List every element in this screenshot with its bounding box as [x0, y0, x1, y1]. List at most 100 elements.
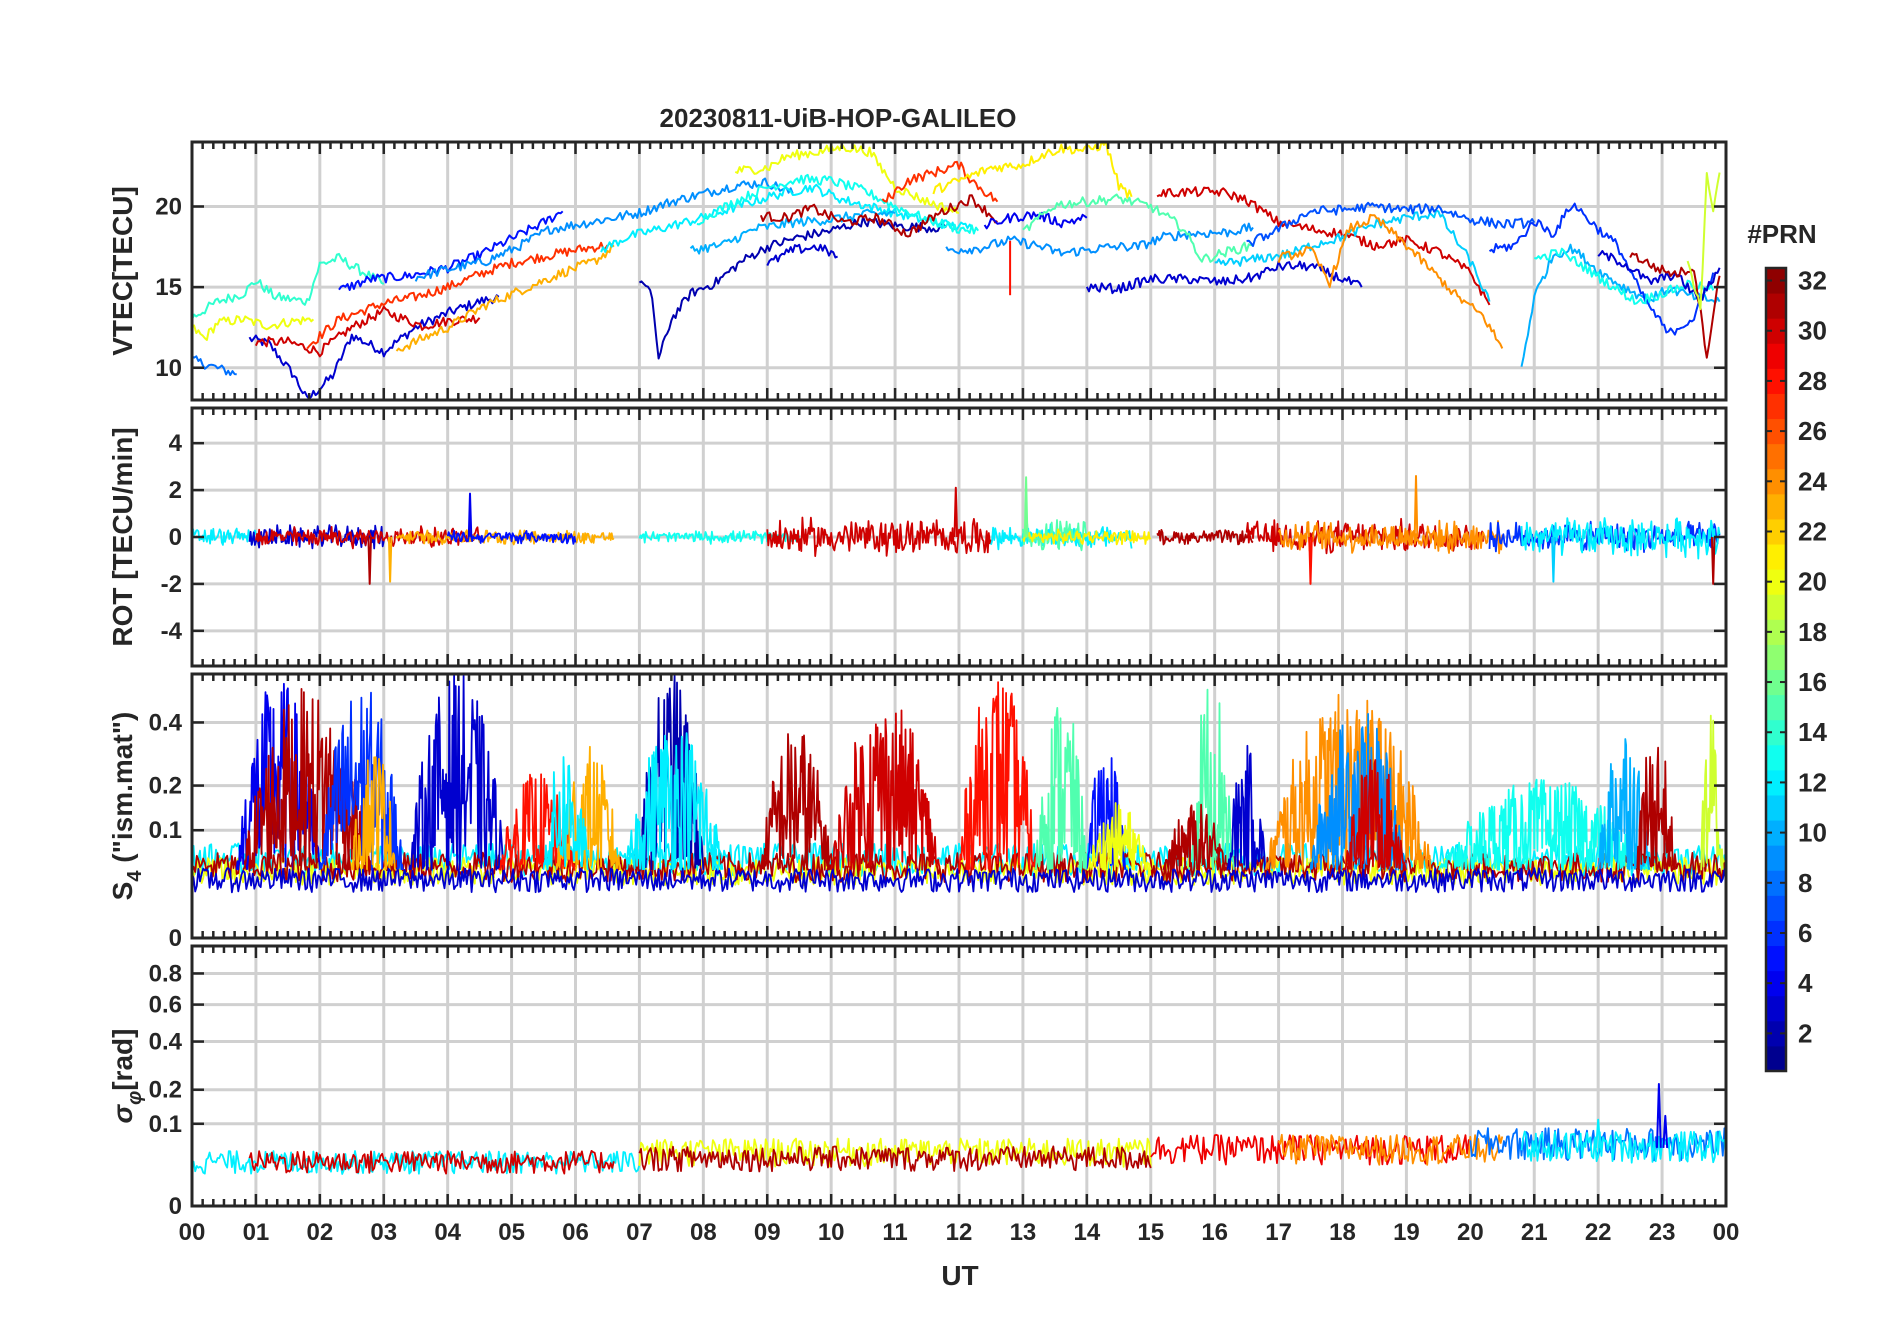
colorbar-swatch — [1766, 1045, 1786, 1072]
panel-rot: -4 -2 0 2 4 ROT [TECU/min] — [107, 406, 1728, 668]
colorbar-swatch — [1766, 895, 1786, 921]
vtec-series-line — [1686, 172, 1721, 311]
vtec-series-line — [1085, 260, 1363, 295]
vtec-series-line — [638, 215, 947, 360]
vtec-series-line — [759, 194, 998, 238]
y-tick-label: 0.4 — [149, 709, 183, 736]
sigma-spike — [1656, 1083, 1662, 1148]
y-label-rest: [rad] — [107, 1029, 138, 1091]
x-tick-label: 18 — [1329, 1219, 1356, 1246]
s4-burst-line — [830, 709, 941, 871]
y-tick-label: 15 — [155, 274, 182, 301]
vtec-series-line — [306, 241, 609, 350]
y-tick-label: 0.2 — [149, 1077, 182, 1104]
y-tick-label: 0.1 — [149, 817, 182, 844]
colorbar-swatch — [1766, 820, 1786, 846]
x-tick-label: 14 — [1073, 1219, 1100, 1246]
x-tick-label: 09 — [754, 1219, 781, 1246]
x-ticks-sigma — [190, 946, 1728, 1206]
colorbar-tick-label: 26 — [1798, 416, 1827, 446]
x-ticks-rot — [190, 408, 1728, 666]
x-tick-label: 05 — [498, 1219, 525, 1246]
colorbar-swatch — [1766, 769, 1786, 796]
series-s4 — [192, 674, 1726, 894]
x-tick-label: 20 — [1457, 1219, 1484, 1246]
s4-burst-line — [1162, 803, 1228, 871]
x-tick-label: 08 — [690, 1219, 717, 1246]
y-tick-label: -2 — [161, 571, 182, 598]
colorbar-swatch — [1766, 318, 1786, 344]
s4-burst-line — [760, 733, 833, 871]
x-tick-label: 11 — [882, 1219, 907, 1246]
colorbar-swatch — [1766, 343, 1786, 369]
y-tick-label: 20 — [155, 194, 182, 221]
s4-burst-line — [1086, 802, 1152, 871]
x-tick-label: 13 — [1010, 1219, 1037, 1246]
sigma-series-line — [248, 1150, 615, 1175]
colorbar-swatch — [1766, 744, 1786, 771]
rot-spike — [1710, 536, 1716, 585]
vtec-series-line — [192, 355, 237, 376]
y-tick-label: -4 — [161, 618, 183, 645]
s4-burst-line — [350, 756, 397, 871]
y-label-rest: ("ism.mat") — [107, 712, 138, 871]
colorbar-swatch — [1766, 518, 1786, 545]
colorbar-frame — [1764, 266, 1788, 1073]
y-tick-label: 0 — [169, 524, 182, 551]
colorbar-swatch — [1766, 669, 1786, 696]
colorbar-swatch — [1766, 393, 1786, 420]
vtec-series-line — [1246, 201, 1536, 247]
vtec-series-line — [696, 173, 980, 235]
y-label-main: σ — [107, 1103, 138, 1123]
vtec-series-line — [932, 142, 1133, 199]
colorbar-tick-label: 20 — [1798, 567, 1827, 597]
colorbar-tick-label: 12 — [1798, 767, 1827, 797]
rot-spike — [387, 536, 393, 583]
y-tick-label: 0.8 — [149, 960, 182, 987]
vtec-series-line — [338, 210, 564, 291]
y-label-main: S — [107, 882, 138, 901]
x-tick-label: 22 — [1585, 1219, 1612, 1246]
series-vtec — [192, 142, 1721, 400]
y-tick-label: 0.1 — [149, 1111, 182, 1138]
panels: 10 15 20 VTEC[TECU] -4 -2 0 2 4 ROT [TECU/min] 0 0.… — [107, 140, 1728, 1220]
rot-spike — [367, 536, 372, 585]
colorbar-tick-label: 6 — [1798, 918, 1812, 948]
vtec-series-line — [395, 243, 615, 352]
panel-sigma: 0 0.1 0.2 0.4 0.6 0.8 σφ[rad] — [107, 944, 1728, 1220]
s4-burst-line — [1341, 759, 1408, 871]
sigma-series-line — [1277, 1133, 1504, 1166]
y-axis-label-sigma: σφ[rad] — [107, 1029, 146, 1124]
rot-spike — [1308, 536, 1313, 585]
colorbar-tick-label: 30 — [1798, 316, 1827, 346]
y-label-sub: 4 — [124, 870, 146, 882]
rot-spike — [1413, 475, 1419, 538]
colorbar-swatch — [1766, 719, 1786, 746]
colorbar-swatch — [1766, 870, 1786, 896]
y-ticks-rot: -4 -2 0 2 4 — [161, 430, 1726, 645]
y-tick-label: 0.4 — [149, 1029, 183, 1056]
vtec-series-line — [983, 211, 1088, 230]
colorbar-swatch — [1766, 293, 1786, 319]
x-ticks-s4 — [190, 674, 1728, 938]
colorbar-swatch — [1766, 619, 1786, 645]
s4-burst-line — [1034, 707, 1088, 871]
colorbar-tick-label: 28 — [1798, 366, 1827, 396]
x-tick-label: 23 — [1649, 1219, 1676, 1246]
colorbar-tick-label: 18 — [1798, 617, 1827, 647]
x-tick-label: 12 — [946, 1219, 973, 1246]
y-tick-label: 2 — [169, 477, 182, 504]
colorbar-swatch — [1766, 544, 1786, 570]
x-axis-label: UT — [941, 1260, 978, 1291]
colorbar-tick-label: 8 — [1798, 868, 1812, 898]
x-tick-label: 07 — [626, 1219, 653, 1246]
sigma-series-line — [1520, 1130, 1726, 1164]
rot-series-line — [1156, 529, 1254, 546]
x-tick-label: 21 — [1521, 1219, 1548, 1246]
panel-s4: 00.10.20.4S4 ("ism.mat") — [107, 672, 1728, 952]
colorbar-swatch — [1766, 995, 1786, 1022]
vtec-series-line — [1277, 213, 1504, 349]
colorbar-tick-label: 16 — [1798, 667, 1827, 697]
s4-burst-line — [555, 745, 621, 871]
x-axis: UT 00 01 02 03 04 05 06 07 08 09 10 11 12 13 14 15 16 17 1… — [179, 1219, 1740, 1291]
